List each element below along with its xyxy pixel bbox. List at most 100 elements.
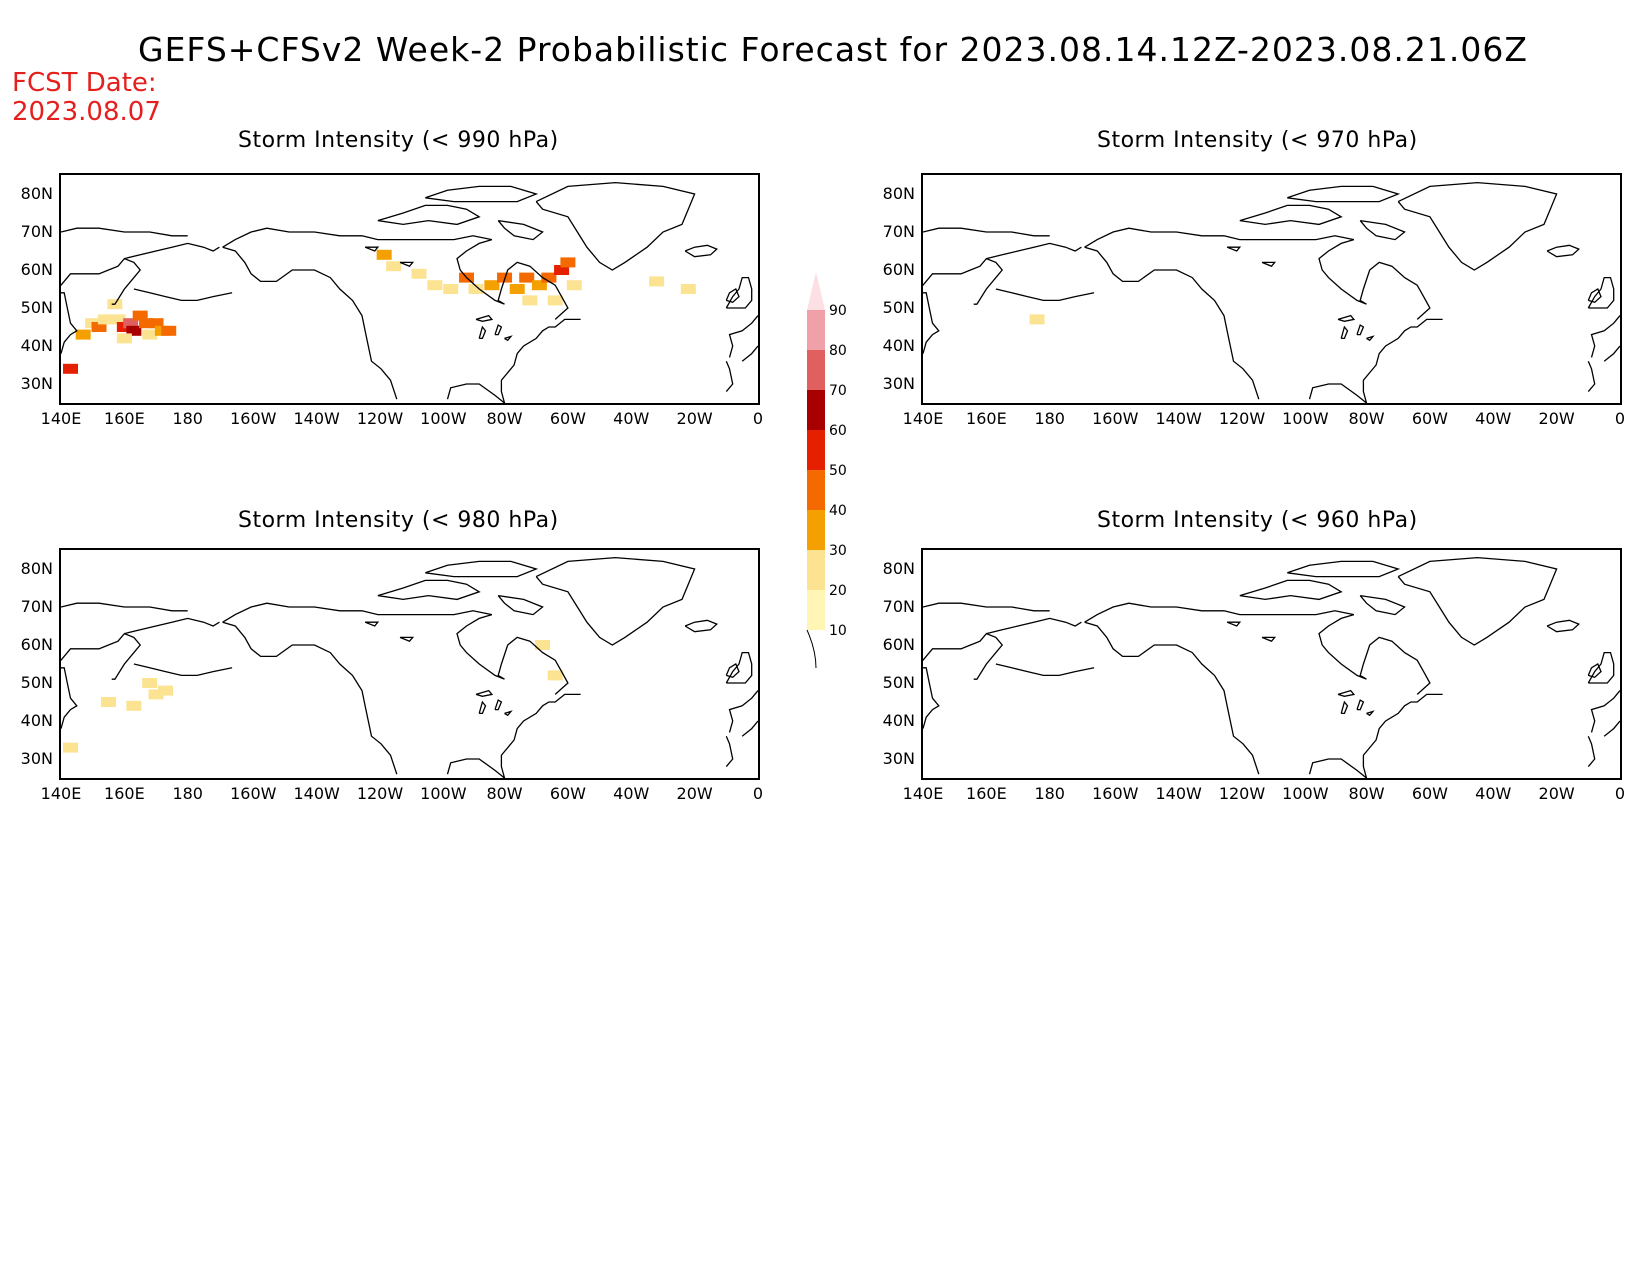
map-panel-970 [921, 173, 1622, 405]
colorbar-segment [807, 590, 825, 630]
lon-tick-label: 160E [966, 409, 1007, 428]
colorbar-segment [807, 550, 825, 590]
probability-cell [509, 284, 525, 294]
map-canvas [923, 181, 1620, 403]
panel-title-980: Storm Intensity (< 980 hPa) [238, 508, 559, 533]
lat-tick-label: 40N [882, 711, 915, 730]
probability-cell [649, 276, 665, 287]
lat-tick-label: 30N [20, 374, 53, 393]
lon-tick-label: 0 [1614, 784, 1626, 803]
probability-cell [110, 314, 126, 325]
coastline [478, 700, 487, 715]
lon-tick-label: 120W [356, 784, 404, 803]
coastline [1084, 602, 1355, 623]
lon-tick-label: 140E [902, 409, 944, 428]
lon-tick-label: 160W [1092, 409, 1139, 428]
lat-tick-label: 70N [882, 222, 915, 241]
probability-cell [554, 265, 570, 275]
probability-cell [142, 678, 158, 688]
coastline [535, 181, 696, 271]
lon-tick-label: 20W [1538, 409, 1575, 428]
lat-tick-label: 30N [882, 374, 915, 393]
coastline [1239, 204, 1343, 226]
coastline [222, 602, 493, 623]
lon-tick-label: 180 [1034, 409, 1065, 428]
coastline [425, 185, 539, 203]
coastline [1587, 735, 1596, 768]
coastline [923, 227, 1050, 237]
coastline [725, 288, 740, 304]
coastline [494, 324, 503, 336]
coastline [497, 219, 544, 241]
colorbar-label: 10 [829, 623, 847, 639]
probability-cell [560, 257, 576, 268]
lon-tick-label: 60W [549, 409, 586, 428]
lat-tick-label: 70N [20, 222, 53, 241]
map-panel-990 [59, 173, 760, 405]
coastline [1318, 238, 1431, 320]
coastline [475, 689, 494, 697]
coastline [725, 735, 734, 768]
probability-cell [541, 272, 557, 283]
lon-tick-label: 40W [613, 784, 650, 803]
probability-cell [158, 685, 174, 696]
coastline [535, 556, 696, 646]
coastline [1366, 335, 1375, 342]
coastline [1397, 556, 1558, 646]
coastline [1261, 261, 1277, 267]
coastline [61, 227, 188, 237]
probability-cell [566, 280, 582, 291]
lat-tick-label: 50N [882, 298, 915, 317]
map-panel-980 [59, 548, 760, 780]
coastline [1590, 315, 1620, 358]
probability-cell [161, 325, 177, 336]
lat-tick-label: 30N [882, 749, 915, 768]
coastline [1359, 219, 1406, 241]
coastline [725, 360, 734, 393]
coastline [1359, 594, 1406, 616]
panel-title-960: Storm Intensity (< 960 hPa) [1097, 508, 1418, 533]
coastline [1287, 185, 1401, 203]
coastline [1340, 700, 1349, 715]
lon-tick-label: 100W [420, 409, 467, 428]
probability-cell [142, 329, 158, 340]
fcst-date-label: FCST Date: [12, 68, 157, 98]
probability-cell [386, 261, 402, 272]
lon-tick-label: 140W [1155, 409, 1202, 428]
lon-tick-label: 60W [1411, 784, 1448, 803]
lon-tick-label: 120W [356, 409, 404, 428]
probability-cell [132, 310, 148, 321]
lon-tick-label: 80W [1348, 784, 1385, 803]
probability-cell [535, 640, 551, 650]
lon-tick-label: 40W [1475, 784, 1512, 803]
lon-tick-label: 160E [966, 784, 1007, 803]
coastline [364, 621, 380, 627]
colorbar-label: 60 [829, 423, 847, 439]
probability-cell [680, 284, 696, 294]
coastline [923, 257, 1004, 354]
coastline [377, 204, 481, 226]
lon-tick-label: 160W [230, 784, 277, 803]
lon-tick-label: 180 [172, 409, 203, 428]
lon-tick-label: 100W [420, 784, 467, 803]
coastline [61, 632, 142, 729]
coastline [494, 699, 503, 711]
lat-tick-label: 40N [882, 336, 915, 355]
lon-tick-label: 20W [676, 409, 713, 428]
coastline [222, 227, 493, 248]
colorbar-segment [807, 470, 825, 510]
lon-tick-label: 60W [549, 784, 586, 803]
coastline [1587, 360, 1596, 393]
probability-cell [97, 314, 113, 325]
lon-tick-label: 160E [104, 409, 145, 428]
lat-tick-label: 70N [882, 597, 915, 616]
lon-tick-label: 60W [1411, 409, 1448, 428]
probability-cell [547, 295, 563, 306]
coastline [364, 246, 380, 252]
colorbar-label: 90 [829, 303, 847, 319]
coastline [478, 325, 487, 340]
colorbar-bottom-arrow [806, 629, 817, 669]
coastline [222, 621, 398, 775]
lon-tick-label: 20W [1538, 784, 1575, 803]
coastline [1587, 663, 1602, 679]
